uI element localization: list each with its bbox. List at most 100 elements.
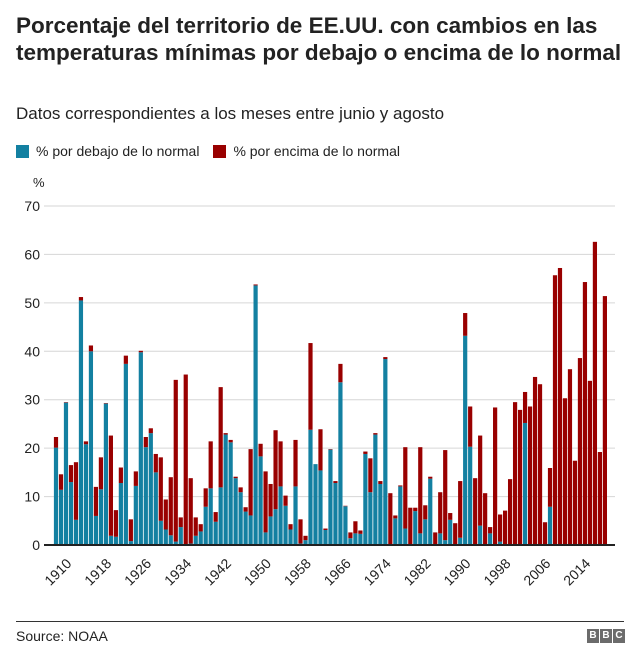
- bar-above-1938: [193, 517, 198, 536]
- legend-swatch-above: [213, 144, 227, 158]
- bar-above-1963: [318, 429, 323, 471]
- bar-below-1997: [488, 533, 493, 545]
- x-tick-label: 1926: [121, 555, 154, 588]
- bar-below-1956: [283, 505, 288, 545]
- legend-item-below: % por debajo de lo normal: [16, 143, 199, 159]
- bar-below-1923: [118, 483, 123, 545]
- bar-above-1945: [228, 439, 233, 443]
- bar-below-1976: [383, 359, 388, 545]
- x-tick-label: 2014: [560, 555, 593, 588]
- bar-below-1943: [218, 487, 223, 545]
- bar-above-1923: [118, 467, 123, 484]
- bar-above-1937: [188, 478, 193, 544]
- bar-above-2009: [547, 467, 553, 507]
- bar-above-2013: [567, 369, 573, 545]
- bar-above-1942: [213, 512, 218, 522]
- bar-above-2015: [577, 358, 583, 545]
- bar-above-2000: [503, 510, 508, 545]
- bar-above-2014: [572, 460, 578, 545]
- bar-above-2007: [537, 384, 543, 545]
- bar-below-1915: [78, 300, 84, 545]
- bar-above-1985: [428, 476, 433, 479]
- bar-above-1956: [283, 495, 288, 506]
- bar-above-2019: [597, 452, 603, 545]
- bar-below-1940: [203, 506, 208, 545]
- bar-above-1999: [498, 514, 503, 542]
- bar-below-1921: [108, 535, 113, 545]
- bar-below-1960: [303, 540, 308, 545]
- bar-below-1925: [128, 541, 133, 545]
- bar-above-1940: [203, 488, 208, 507]
- bar-below-1989: [448, 519, 453, 545]
- bar-above-1916: [83, 441, 89, 445]
- bar-above-1990: [453, 523, 458, 545]
- x-tick-label: 1990: [440, 555, 473, 588]
- bar-above-1955: [278, 441, 283, 487]
- bar-below-1930: [153, 472, 158, 545]
- bar-below-1999: [498, 541, 503, 545]
- bar-below-1955: [278, 486, 283, 545]
- bar-below-1927: [138, 352, 143, 545]
- bar-above-1967: [338, 363, 343, 383]
- bar-below-1962: [313, 464, 318, 545]
- bar-above-1981: [408, 507, 413, 545]
- bar-above-1926: [133, 471, 138, 486]
- x-tick-label: 1958: [281, 555, 314, 588]
- bar-below-1946: [233, 478, 238, 545]
- bar-above-2012: [562, 398, 568, 545]
- x-tick-label: 1950: [241, 555, 274, 588]
- bar-above-1969: [348, 532, 353, 539]
- bar-below-1973: [368, 492, 373, 545]
- legend-label-below: % por debajo de lo normal: [36, 143, 200, 159]
- source-note: Source: NOAA: [16, 628, 108, 644]
- bar-above-2018: [592, 241, 598, 545]
- x-tick-label: 1966: [321, 555, 354, 588]
- bar-below-1978: [393, 518, 398, 545]
- x-tick-label: 2006: [520, 555, 553, 588]
- bar-below-1951: [258, 456, 263, 545]
- x-tick-label: 1918: [81, 555, 114, 588]
- bar-below-2009: [547, 506, 553, 545]
- chart-title: Porcentaje del territorio de EE.UU. con …: [16, 13, 622, 65]
- bar-below-1992: [463, 335, 468, 545]
- bar-below-1991: [458, 537, 463, 545]
- bar-above-1930: [153, 453, 158, 473]
- bar-above-1924: [123, 355, 128, 364]
- footer-divider: [16, 621, 624, 622]
- bar-below-1945: [228, 442, 233, 545]
- bar-above-1980: [403, 447, 408, 529]
- bar-above-1948: [243, 507, 248, 512]
- bar-above-1933: [168, 477, 173, 536]
- bar-above-2010: [552, 275, 558, 545]
- bar-above-1911: [58, 474, 64, 490]
- x-tick-label: 1998: [480, 555, 513, 588]
- bar-above-1984: [423, 505, 428, 520]
- x-tick-label: 1934: [161, 555, 194, 588]
- bar-below-1924: [123, 363, 128, 545]
- bar-below-1928: [143, 447, 148, 545]
- bar-below-1939: [198, 531, 203, 545]
- bar-above-1936: [183, 374, 188, 545]
- bar-above-1929: [148, 428, 153, 434]
- bar-below-1995: [478, 525, 483, 545]
- bar-above-1959: [298, 519, 303, 544]
- bar-above-1958: [293, 439, 298, 487]
- y-tick-label: 50: [24, 295, 40, 311]
- bar-below-1953: [268, 516, 273, 545]
- bar-below-1966: [333, 483, 338, 545]
- bar-above-2006: [532, 376, 538, 545]
- bar-below-1969: [348, 538, 353, 545]
- bar-below-1938: [193, 535, 198, 545]
- bar-above-1918: [93, 486, 99, 516]
- bar-above-2017: [587, 380, 593, 545]
- bar-above-1919: [98, 457, 104, 490]
- bar-above-1913: [68, 465, 74, 483]
- x-tick-label: 1910: [41, 555, 74, 588]
- bar-below-1971: [358, 533, 363, 545]
- bar-above-1964: [323, 528, 328, 530]
- bar-below-1957: [288, 529, 293, 545]
- y-tick-label: 10: [24, 489, 40, 505]
- bar-below-1974: [373, 434, 378, 545]
- bar-above-1947: [238, 487, 243, 493]
